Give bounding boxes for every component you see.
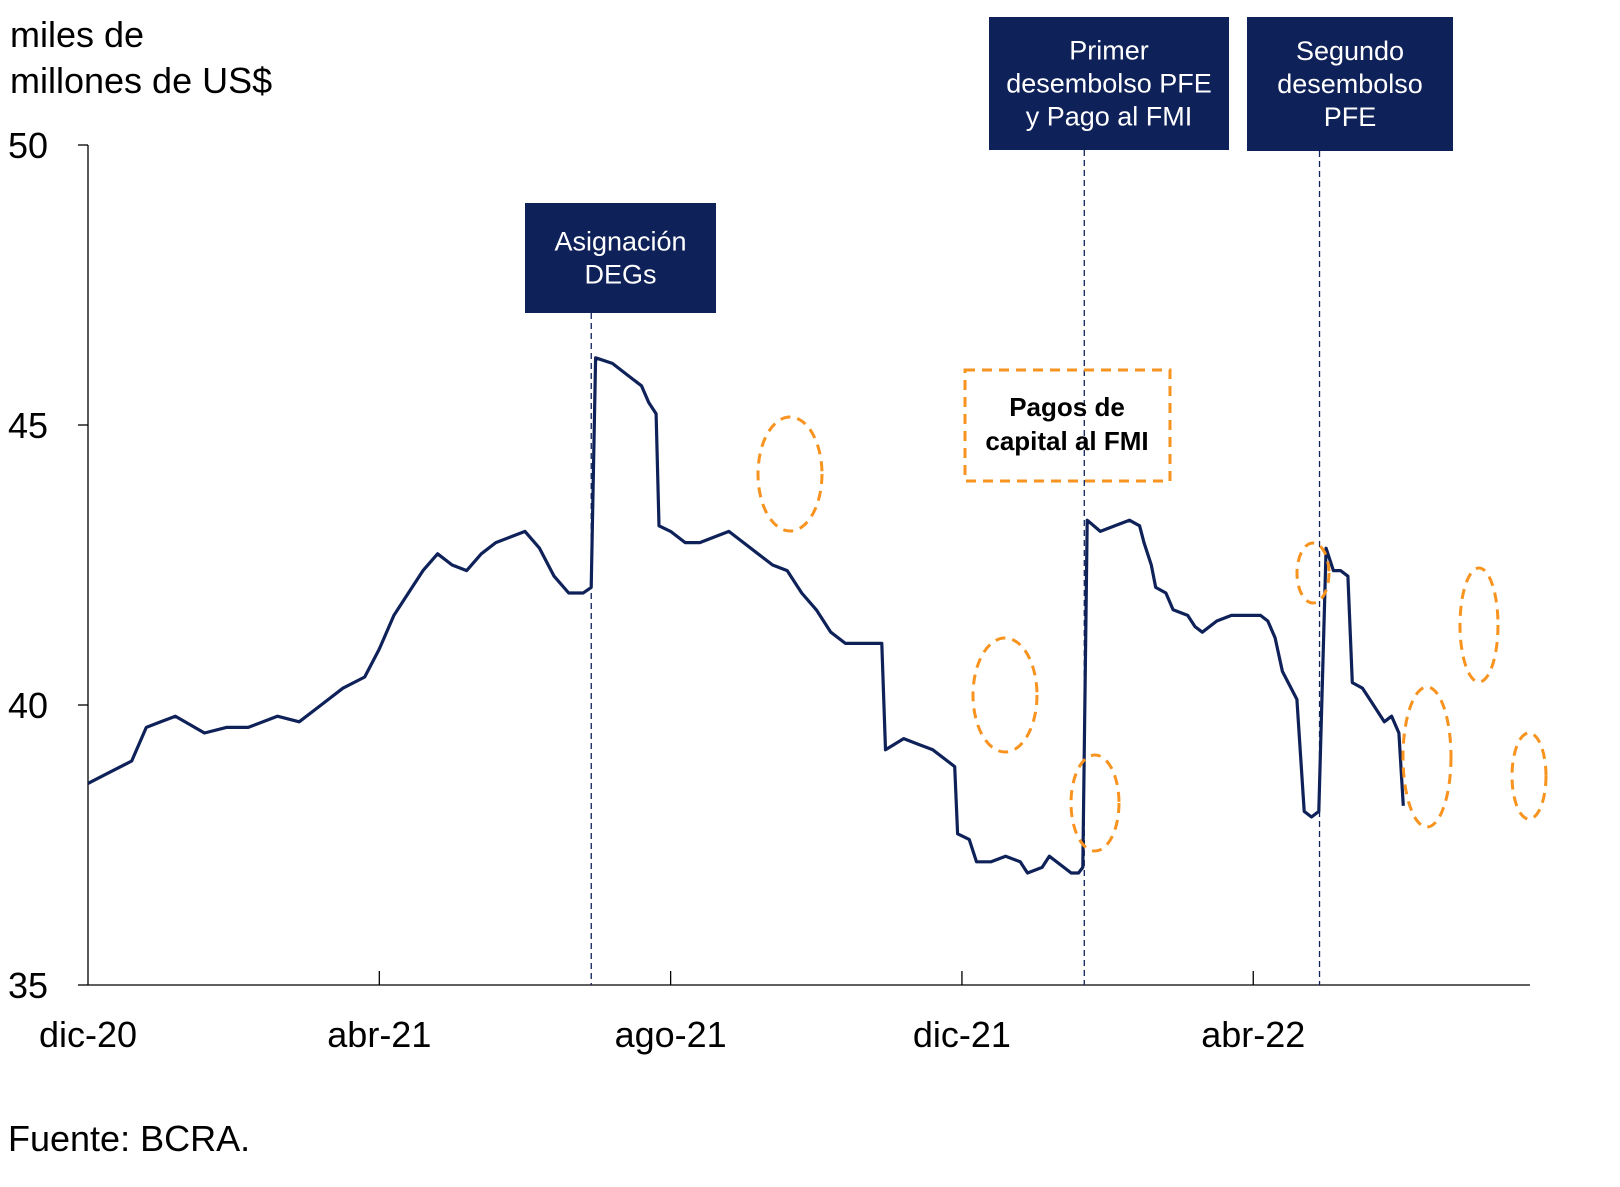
capital-payment-highlight: [1510, 731, 1548, 821]
event-label: y Pago al FMI: [1026, 102, 1193, 132]
event-box: [525, 203, 716, 313]
x-tick-label: dic-20: [39, 1014, 137, 1055]
reserves-line: [87, 356, 1405, 875]
capital-payment-highlight: [1069, 753, 1121, 853]
y-axis-title-line-2: millones de US$: [10, 60, 273, 101]
capital-payment-highlight: [756, 415, 824, 533]
capital-payment-highlight: [1295, 541, 1331, 605]
event-label: desembolso PFE: [1006, 69, 1212, 99]
x-tick-label: ago-21: [615, 1014, 727, 1055]
capital-payments-note-box: [963, 368, 1172, 483]
y-tick-label: 45: [8, 405, 48, 446]
x-tick-label: dic-21: [913, 1014, 1011, 1055]
event-label: Primer: [1069, 36, 1149, 66]
y-tick-label: 40: [8, 685, 48, 726]
y-axis-title: miles de millones de US$: [10, 12, 272, 104]
capital-payment-highlight: [971, 636, 1039, 754]
event-label: desembolso: [1277, 69, 1423, 99]
y-axis-title-line-1: miles de: [10, 14, 145, 55]
capital-payments-note-label: capital al FMI: [985, 426, 1148, 456]
x-tick-label: abr-22: [1201, 1014, 1305, 1055]
capital-payment-highlight: [1458, 566, 1500, 684]
y-tick-label: 50: [8, 125, 48, 166]
event-label: Asignación: [554, 227, 686, 257]
x-tick-label: abr-21: [327, 1014, 431, 1055]
event-label: DEGs: [584, 260, 656, 290]
event-label: PFE: [1324, 102, 1377, 132]
event-box: [1247, 17, 1453, 151]
capital-payments-note-label: Pagos de: [1009, 392, 1125, 422]
event-box: [989, 17, 1229, 150]
event-label: Segundo: [1296, 36, 1404, 66]
capital-payment-highlight: [1401, 685, 1453, 829]
source-note: Fuente: BCRA.: [8, 1118, 251, 1159]
y-tick-label: 35: [8, 965, 48, 1006]
